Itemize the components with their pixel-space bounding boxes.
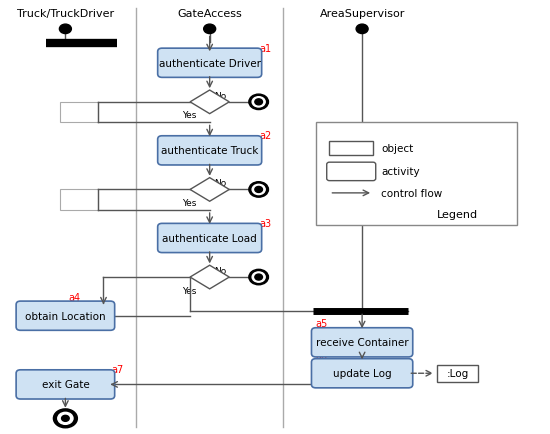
Circle shape (252, 98, 265, 108)
Text: GateAccess: GateAccess (177, 9, 242, 19)
Circle shape (356, 25, 368, 34)
Circle shape (252, 185, 265, 195)
Text: receive Container: receive Container (316, 338, 409, 348)
Text: :Log: :Log (446, 368, 469, 378)
Text: control flow: control flow (381, 188, 442, 198)
FancyBboxPatch shape (158, 49, 262, 78)
Polygon shape (190, 178, 229, 202)
Text: a3: a3 (260, 218, 272, 228)
Circle shape (62, 415, 69, 421)
Bar (437, 365, 478, 382)
FancyBboxPatch shape (311, 328, 412, 357)
Circle shape (204, 25, 216, 34)
Text: update Log: update Log (333, 368, 392, 378)
Text: obtain Location: obtain Location (25, 311, 106, 321)
Text: a6: a6 (316, 350, 328, 360)
Circle shape (249, 270, 268, 285)
Text: activity: activity (381, 167, 420, 177)
FancyBboxPatch shape (16, 301, 114, 331)
Text: exit Gate: exit Gate (41, 380, 89, 390)
Text: Yes: Yes (183, 286, 197, 295)
Circle shape (58, 412, 73, 424)
Bar (60, 102, 98, 123)
Polygon shape (190, 266, 229, 289)
FancyBboxPatch shape (311, 359, 412, 388)
Text: a2: a2 (260, 131, 272, 141)
FancyBboxPatch shape (158, 224, 262, 253)
Text: a7: a7 (112, 365, 124, 375)
Text: Truck/TruckDriver: Truck/TruckDriver (17, 9, 114, 19)
Text: Legend: Legend (437, 210, 478, 220)
Circle shape (59, 25, 72, 34)
Circle shape (249, 95, 268, 110)
Circle shape (255, 187, 262, 193)
Text: a4: a4 (68, 293, 80, 302)
Text: authenticate Load: authenticate Load (162, 233, 257, 243)
Text: Yes: Yes (183, 198, 197, 207)
FancyBboxPatch shape (158, 136, 262, 166)
FancyBboxPatch shape (327, 163, 376, 181)
Bar (60, 190, 98, 210)
Circle shape (249, 182, 268, 198)
Circle shape (255, 99, 262, 105)
Text: object: object (381, 144, 414, 154)
Circle shape (53, 409, 78, 428)
Text: AreaSupervisor: AreaSupervisor (320, 9, 405, 19)
Text: No: No (214, 91, 226, 100)
FancyBboxPatch shape (16, 370, 114, 399)
Text: Yes: Yes (183, 111, 197, 120)
Circle shape (252, 272, 265, 283)
Text: a1: a1 (260, 44, 272, 54)
Circle shape (255, 274, 262, 280)
Text: authenticate Truck: authenticate Truck (161, 146, 258, 156)
Bar (316, 123, 518, 226)
Text: No: No (214, 266, 226, 275)
Bar (329, 141, 373, 155)
Text: No: No (214, 179, 226, 188)
Polygon shape (190, 91, 229, 115)
Text: a5: a5 (316, 318, 328, 328)
Text: authenticate Driver: authenticate Driver (158, 59, 261, 69)
